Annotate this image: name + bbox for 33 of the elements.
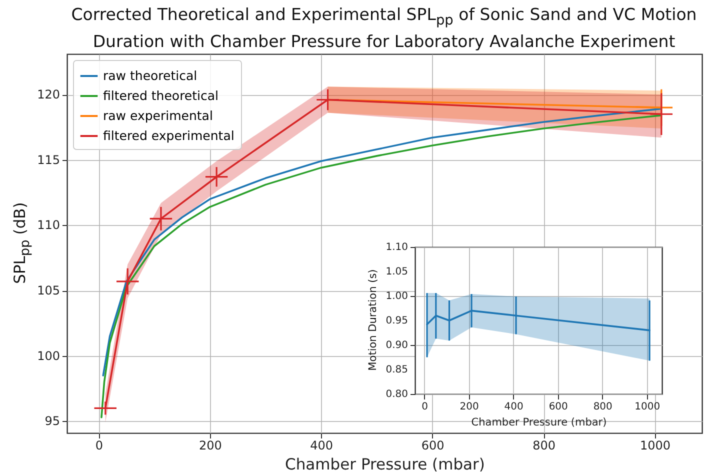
y-tick-label: 1.10 bbox=[386, 242, 408, 253]
x-tick-label: 600 bbox=[548, 402, 568, 412]
x-tick-label: 0 bbox=[95, 438, 104, 452]
x-tick-label: 400 bbox=[504, 402, 524, 412]
x-tick-label: 800 bbox=[593, 402, 612, 412]
legend-label: filtered theoretical bbox=[103, 88, 218, 103]
y-tick-label: 0.80 bbox=[386, 389, 408, 400]
legend-label: raw theoretical bbox=[103, 68, 198, 83]
x-tick-label: 1000 bbox=[634, 402, 660, 412]
y-tick-label: 115 bbox=[37, 152, 60, 167]
y-tick-label: 120 bbox=[37, 88, 60, 102]
x-tick-label: 1000 bbox=[640, 438, 671, 452]
y-tick-label: 100 bbox=[37, 348, 60, 363]
x-tick-label: 400 bbox=[310, 438, 334, 452]
chart-title: Corrected Theoretical and Experimental SPL$_{pp}$ of Sonic Sand and VC Motion Duration with Chamber Pressure for Laboratory Avalanche Experiment bbox=[70, 4, 698, 52]
y-tick-label: 1.00 bbox=[386, 291, 408, 302]
legend-label: raw experimental bbox=[103, 108, 213, 123]
y-tick-label: 110 bbox=[37, 218, 60, 232]
y-tick-label: 0.95 bbox=[386, 316, 408, 326]
y-axis-title: Motion Duration (s) bbox=[367, 269, 379, 371]
x-tick-label: 200 bbox=[460, 402, 479, 412]
y-tick-label: 0.85 bbox=[386, 364, 408, 376]
legend-label: filtered experimental bbox=[103, 128, 234, 143]
y-tick-label: 105 bbox=[37, 284, 60, 298]
y-tick-label: 1.05 bbox=[386, 266, 408, 278]
x-tick-label: 800 bbox=[532, 438, 556, 452]
y-tick-label: 0.90 bbox=[386, 340, 408, 351]
x-axis-title: Chamber Pressure (mbar) bbox=[471, 416, 607, 428]
y-tick-label: 95 bbox=[44, 414, 60, 428]
x-tick-label: 0 bbox=[422, 402, 428, 412]
x-tick-label: 200 bbox=[198, 438, 222, 452]
x-axis-title: Chamber Pressure (mbar) bbox=[285, 456, 485, 474]
x-tick-label: 600 bbox=[421, 438, 444, 452]
